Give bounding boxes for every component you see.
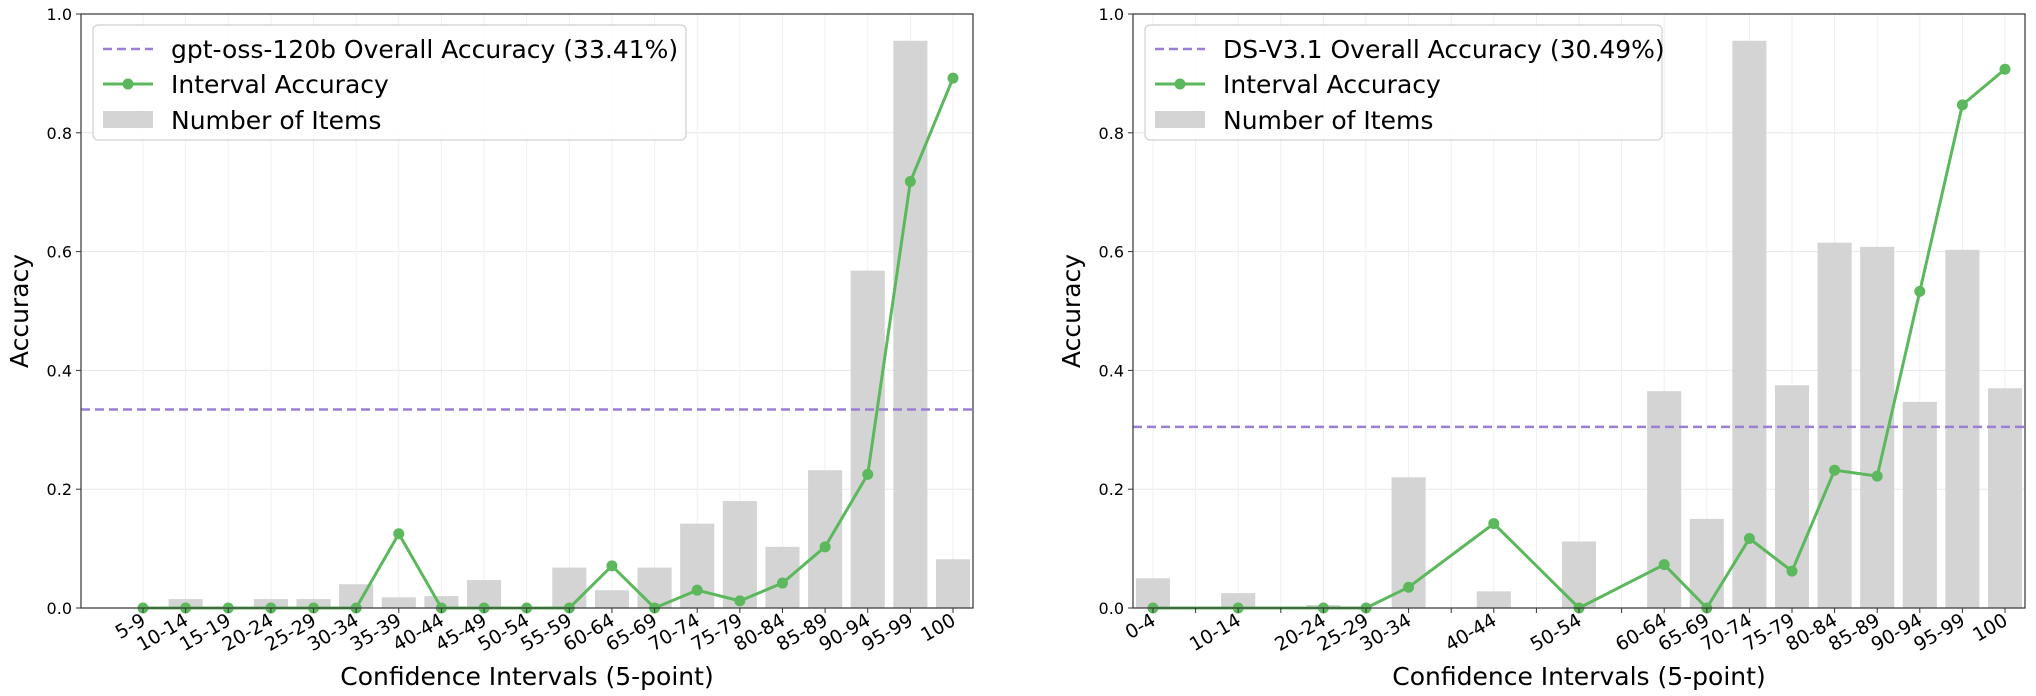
bar-85-89: [808, 470, 843, 608]
y-tick-label: 0.8: [47, 124, 72, 143]
accuracy-point-80-84: [776, 577, 788, 589]
y-tick-label: 0.8: [1099, 124, 1124, 143]
x-tick-label: 10-14: [1186, 609, 1245, 656]
bar-65-69: [637, 567, 672, 608]
accuracy-point-100: [1999, 63, 2011, 75]
accuracy-point-40-44: [1488, 518, 1500, 530]
accuracy-point-95-99: [904, 176, 916, 188]
accuracy-point-60-64: [1658, 559, 1670, 571]
y-tick-label: 0.0: [1099, 599, 1124, 618]
accuracy-point-95-99: [1956, 99, 1968, 111]
bar-95-99: [893, 40, 928, 609]
right-chart: 0.00.20.40.60.81.00-4 10-14 20-2425-2930-3…: [1057, 5, 2026, 691]
bar-65-69: [1689, 518, 1724, 608]
bar-100: [935, 559, 971, 608]
y-axis-title: Accuracy: [1057, 254, 1086, 368]
accuracy-point-70-74: [1743, 533, 1755, 545]
legend-bars-label: Number of Items: [1223, 106, 1433, 135]
bar-40-44: [1476, 591, 1511, 608]
y-axis-title: Accuracy: [5, 254, 34, 368]
bar-70-74: [1732, 40, 1767, 609]
bar-35-39: [381, 597, 416, 608]
y-tick-label: 0.0: [47, 599, 72, 618]
accuracy-point-35-39: [393, 528, 405, 540]
bar-90-94: [850, 270, 885, 608]
y-tick-label: 0.6: [47, 243, 72, 262]
legend-overall-label: gpt-oss-120b Overall Accuracy (33.41%): [171, 35, 678, 64]
legend-overall-label: DS-V3.1 Overall Accuracy (30.49%): [1223, 35, 1665, 64]
legend-interval-label: Interval Accuracy: [171, 70, 389, 99]
bar-55-59: [552, 567, 587, 608]
accuracy-point-90-94: [1914, 285, 1926, 297]
accuracy-point-70-74: [691, 584, 703, 596]
bar-80-84: [765, 546, 800, 608]
x-tick-label: 100: [1969, 609, 2011, 646]
bar-90-94: [1902, 401, 1937, 608]
x-tick-label: 40-44: [1441, 609, 1500, 656]
x-tick-label: 100: [917, 609, 959, 646]
legend-interval-label: Interval Accuracy: [1223, 70, 1441, 99]
y-tick-label: 0.2: [47, 480, 72, 499]
y-tick-label: 0.2: [1099, 480, 1124, 499]
accuracy-point-100: [947, 72, 959, 84]
accuracy-point-30-34: [1403, 581, 1415, 593]
bar-95-99: [1945, 249, 1980, 608]
bar-80-84: [1817, 242, 1852, 608]
bar-75-79: [722, 501, 757, 608]
legend-box: [1144, 24, 1663, 141]
bar-10-14: [1221, 593, 1256, 608]
y-tick-label: 0.4: [47, 361, 72, 380]
x-tick-label: 50-54: [1527, 609, 1586, 656]
accuracy-point-75-79: [1786, 565, 1798, 577]
legend-bars-label: Number of Items: [171, 106, 381, 135]
y-tick-label: 1.0: [1099, 5, 1124, 24]
y-tick-label: 1.0: [47, 5, 72, 24]
y-tick-label: 0.6: [1099, 243, 1124, 262]
bar-100: [1987, 388, 2023, 608]
x-axis-title: Confidence Intervals (5-point): [340, 662, 713, 691]
bar-40-44: [424, 596, 459, 608]
left-chart: 0.00.20.40.60.81.05-910-1415-1920-2425-2…: [5, 5, 974, 691]
accuracy-point-85-89: [819, 541, 831, 553]
accuracy-point-60-64: [606, 560, 618, 572]
legend-bars-swatch: [103, 111, 153, 128]
legend-bars-swatch: [1155, 111, 1205, 128]
legend-interval-marker: [122, 78, 134, 90]
accuracy-point-85-89: [1871, 470, 1883, 482]
x-axis-title: Confidence Intervals (5-point): [1392, 662, 1765, 691]
accuracy-point-75-79: [734, 595, 746, 607]
legend-box: [92, 24, 687, 141]
accuracy-point-80-84: [1829, 464, 1841, 476]
y-tick-label: 0.4: [1099, 361, 1124, 380]
x-tick-label: 0-4: [1122, 609, 1160, 644]
accuracy-point-90-94: [862, 468, 874, 480]
legend-interval-marker: [1174, 78, 1186, 90]
bar-60-64: [594, 590, 629, 608]
